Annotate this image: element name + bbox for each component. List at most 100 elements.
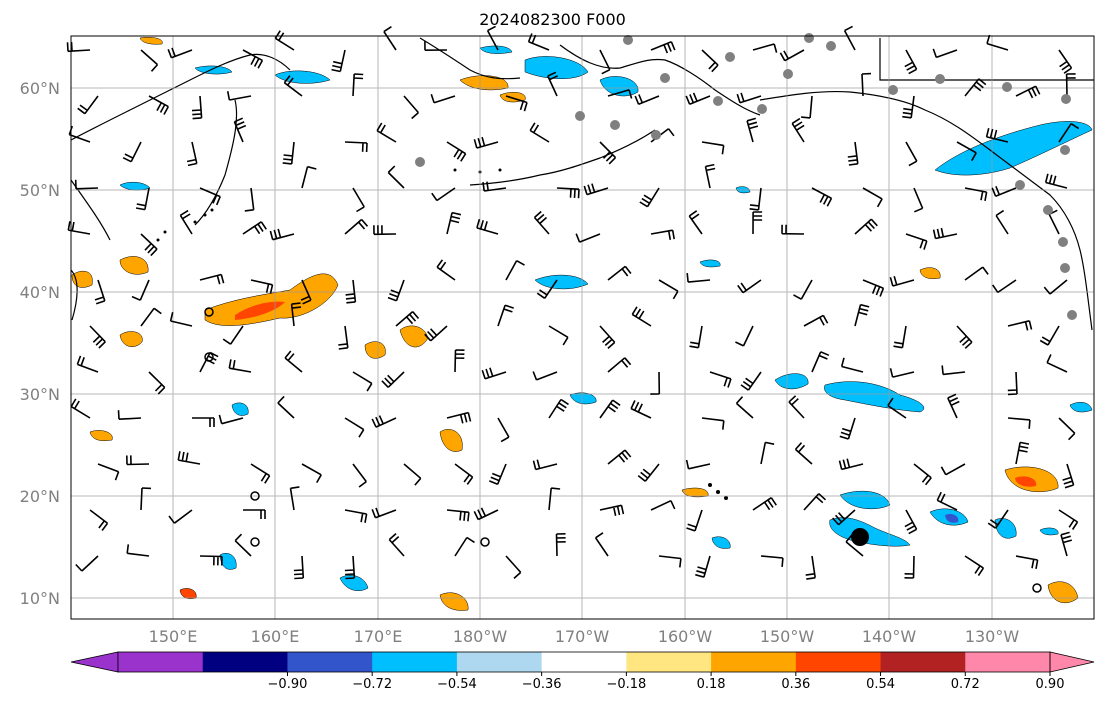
wind-barb [352, 73, 364, 97]
wind-barb [685, 92, 711, 105]
wind-barb [840, 357, 864, 373]
wind-barb [352, 371, 373, 392]
wind-barb [89, 509, 109, 531]
wind-barb [284, 350, 303, 373]
wind-barb [126, 455, 150, 466]
wind-barb [904, 509, 918, 535]
wind-barb [191, 95, 203, 120]
wind-barb [532, 371, 558, 381]
colorbar-bin [711, 652, 797, 672]
wind-barb [760, 555, 784, 567]
wind-barb [583, 183, 609, 196]
wind-barb [913, 463, 932, 486]
wind-barb [1015, 441, 1030, 465]
wind-barb [344, 218, 369, 235]
wind-barb [658, 279, 679, 300]
wind-barb [179, 209, 193, 235]
lat-label: 50°N [20, 181, 60, 200]
wind-barb [689, 325, 703, 349]
wind-barb [345, 279, 357, 304]
wind-barb [371, 415, 397, 428]
wind-barb [135, 187, 150, 211]
wind-barb [902, 95, 915, 119]
wind-barb [140, 233, 158, 257]
colorbar: −0.90 −0.72 −0.54 −0.36 −0.18 0.18 0.36 0.54 0.7… [70, 651, 1095, 692]
wind-barb [1058, 49, 1073, 74]
wind-barb [424, 41, 448, 51]
wind-barb [352, 463, 367, 488]
wind-barb [481, 367, 507, 380]
wind-barb [964, 555, 985, 577]
wind-barb [599, 399, 621, 419]
wind-barb [709, 371, 732, 388]
wind-barb [686, 273, 711, 283]
wind-barb [905, 141, 918, 167]
wind-barb [383, 26, 397, 51]
wind-barb [639, 187, 660, 208]
wind-barb [301, 463, 322, 483]
wind-barb [752, 497, 777, 511]
wind-barb [67, 221, 91, 235]
negative-region [524, 56, 589, 79]
colorbar-bin [287, 652, 373, 672]
wind-barb [701, 49, 719, 73]
wind-barb [985, 128, 1009, 143]
wind-barb [454, 536, 475, 557]
wind-barb [94, 279, 106, 305]
wind-barb [242, 221, 267, 235]
lon-label: 160°E [251, 627, 300, 646]
lat-label: 10°N [20, 589, 60, 608]
wind-barb [169, 312, 193, 327]
wind-barb [344, 555, 356, 580]
wind-barb [760, 441, 775, 465]
wind-barb [387, 279, 405, 302]
wind-barb [862, 187, 883, 208]
lon-label: 170°E [354, 627, 403, 646]
wind-barb [838, 458, 864, 471]
wind-barb [300, 279, 312, 305]
wind-barb [650, 499, 676, 511]
wind-barb [344, 509, 368, 523]
wind-barb [486, 25, 499, 51]
wind-barb [737, 279, 762, 294]
wind-barb [338, 325, 349, 350]
wind-barb [388, 533, 405, 557]
lon-label: 150°W [760, 627, 815, 646]
coastlines [70, 37, 1094, 331]
wind-barb [454, 349, 465, 373]
colorbar-tick-label: 0.90 [1036, 677, 1065, 692]
wind-barb [752, 43, 778, 53]
wind-barb [547, 71, 558, 97]
wind-barb [845, 534, 864, 557]
wind-barb [199, 187, 221, 206]
colorbar-bin [541, 652, 627, 672]
wind-barb [555, 533, 566, 557]
wind-barb [995, 209, 1009, 235]
wind-barb [887, 397, 907, 419]
colorbar-tick-label: 0.54 [866, 677, 895, 692]
wind-barb [811, 351, 830, 373]
map-title: 2024082300 F000 [479, 10, 626, 29]
wind-barb [473, 136, 499, 149]
colorbar-bin [795, 652, 882, 672]
wind-barb [805, 555, 816, 580]
wind-barb [233, 117, 247, 143]
storm-marker [851, 528, 869, 546]
wind-barb [242, 49, 264, 69]
wind-barb [473, 507, 499, 521]
colorbar-bin [456, 652, 543, 672]
wind-barb [373, 225, 397, 236]
wind-barb [594, 532, 609, 557]
wind-barb [788, 395, 805, 419]
wind-barb [1044, 173, 1068, 189]
colorbar-tick-label: −0.90 [268, 677, 308, 692]
wind-barb [956, 141, 977, 162]
wind-barb [854, 303, 870, 327]
wind-barb [1015, 85, 1041, 99]
lon-label: 130°W [965, 627, 1020, 646]
wind-barb [403, 95, 420, 120]
latitude-labels: 60°N 50°N 40°N 30°N 20°N 10°N [20, 79, 60, 608]
station-markers [415, 33, 1077, 320]
wind-barb [446, 509, 470, 522]
colorbar-bin [965, 652, 1051, 672]
